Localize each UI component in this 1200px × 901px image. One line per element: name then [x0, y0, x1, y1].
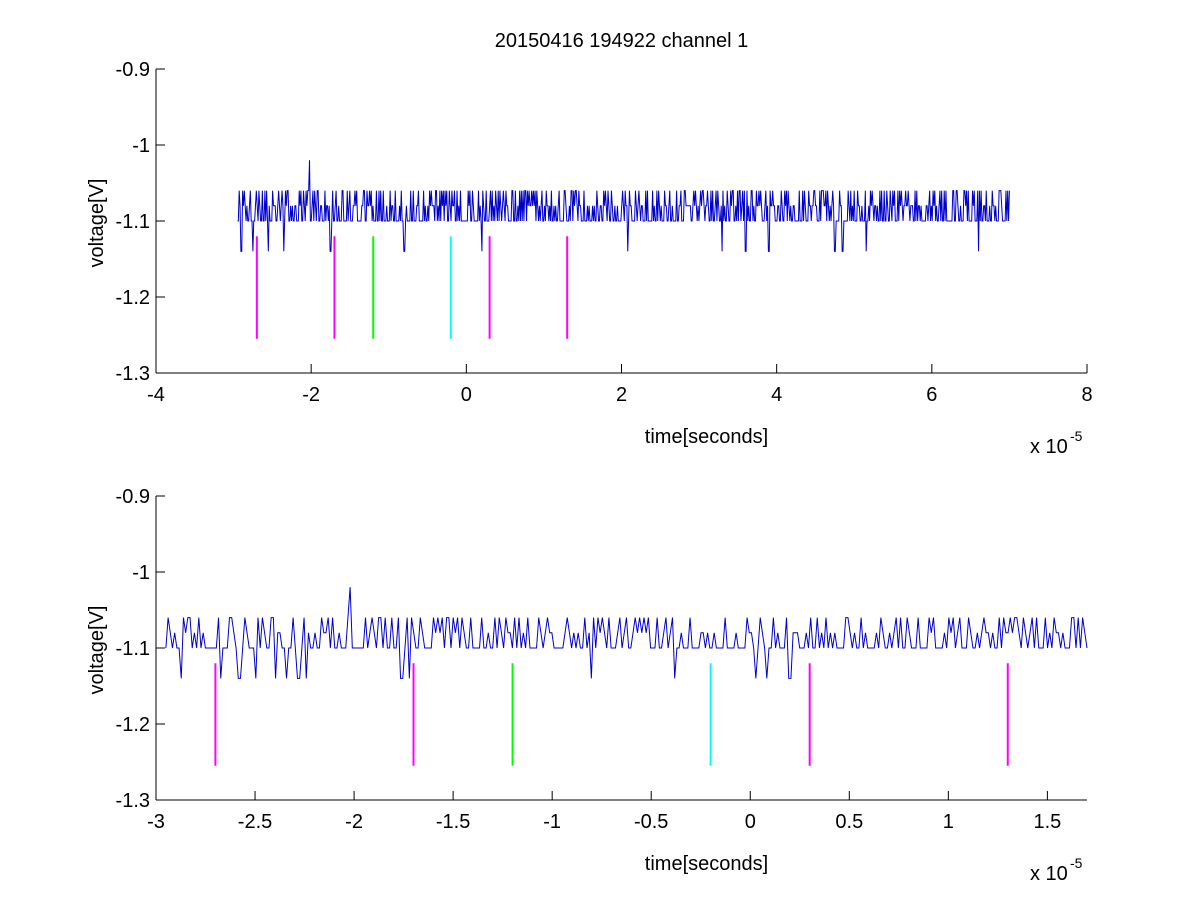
x-tick-label: 1.5 — [1033, 811, 1061, 833]
x-tick-label: -1 — [543, 811, 561, 833]
x-tick-label: 4 — [771, 384, 782, 406]
x-tick-label: -2 — [302, 384, 320, 406]
y-tick-label: -1.1 — [116, 638, 150, 660]
chart-title: 20150416 194922 channel 1 — [495, 30, 749, 52]
y-tick-label: -0.9 — [116, 486, 150, 508]
chart-panel-2: -1.3 -1.2 -1.1 -1 -0.9 -3 -2.5 -2 -1.5 -1 -0.5 0 0.5… — [86, 486, 1088, 885]
x-tick-label: 0 — [745, 811, 756, 833]
y-tick-label: -1 — [132, 135, 150, 157]
y-axis-label: voltage[V] — [86, 179, 108, 268]
panels: -1.3 -1.2 -1.1 -1 -0.9 -4 -2 0 2 4 6 8 time[seconds]… — [86, 30, 1093, 885]
x-tick-label: 8 — [1081, 384, 1092, 406]
x-tick-label: 1 — [943, 811, 954, 833]
signal-series-line — [165, 587, 1088, 679]
y-axis-label: voltage[V] — [86, 606, 108, 695]
x-tick-label: -4 — [147, 384, 165, 406]
x-tick-label: 0 — [461, 384, 472, 406]
x-tick-label: -2 — [345, 811, 363, 833]
x-tick-label: 0.5 — [835, 811, 863, 833]
y-tick-label: -1.3 — [116, 363, 150, 385]
x-multiplier: x 10 — [1030, 436, 1068, 458]
y-tick-label: -0.9 — [116, 59, 150, 81]
x-multiplier-exponent: -5 — [1070, 855, 1083, 871]
x-multiplier-exponent: -5 — [1070, 428, 1083, 444]
signal-series-line — [237, 160, 1010, 252]
x-axis-label: time[seconds] — [645, 426, 768, 448]
x-tick-label: 6 — [926, 384, 937, 406]
y-tick-label: -1.3 — [116, 790, 150, 812]
y-tick-label: -1.1 — [116, 211, 150, 233]
x-tick-label: -1.5 — [436, 811, 470, 833]
chart-panel-1: -1.3 -1.2 -1.1 -1 -0.9 -4 -2 0 2 4 6 8 time[seconds]… — [86, 30, 1093, 458]
y-tick-label: -1.2 — [116, 287, 150, 309]
y-tick-label: -1.2 — [116, 714, 150, 736]
x-tick-label: -2.5 — [238, 811, 272, 833]
x-tick-label: 2 — [616, 384, 627, 406]
x-tick-label: -3 — [147, 811, 165, 833]
y-tick-label: -1 — [132, 562, 150, 584]
x-tick-label: -0.5 — [634, 811, 668, 833]
x-axis-label: time[seconds] — [645, 853, 768, 875]
x-multiplier: x 10 — [1030, 863, 1068, 885]
